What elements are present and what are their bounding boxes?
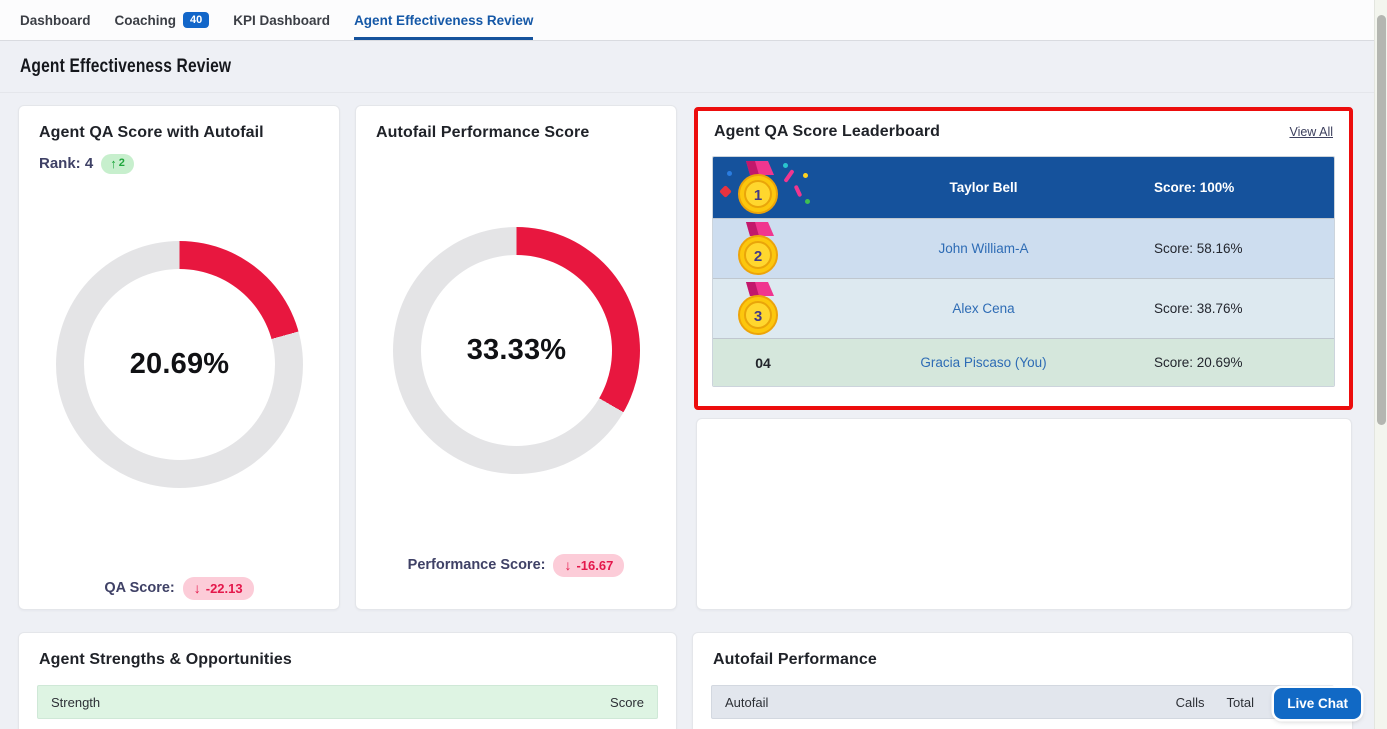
page-title: Agent Effectiveness Review [20, 55, 232, 77]
rank-value: Rank: 4 [39, 155, 94, 173]
agent-score: Score: 38.76% [1154, 301, 1243, 316]
performance-footer: Performance Score: ↓ -16.67 [356, 554, 676, 577]
svg-text:1: 1 [754, 187, 762, 204]
arrow-down-icon: ↓ [193, 580, 201, 596]
agent-name-link[interactable]: Taylor Bell [949, 180, 1018, 195]
empty-panel [696, 418, 1352, 610]
leaderboard-row-4-current-user[interactable]: 04 Gracia Piscaso (You) Score: 20.69% [713, 338, 1334, 386]
agent-score: Score: 58.16% [1154, 241, 1243, 256]
live-chat-button[interactable]: Live Chat [1274, 688, 1361, 719]
performance-donut-chart: 33.33% [393, 227, 640, 474]
tab-agent-effectiveness-review[interactable]: Agent Effectiveness Review [354, 0, 534, 40]
card-autofail-performance-score: Autofail Performance Score 33.33% Perfor… [355, 105, 677, 610]
gold-medal-2-icon: 2 [738, 221, 778, 275]
confetti-icon [793, 184, 803, 198]
card-qa-score-leaderboard: Agent QA Score Leaderboard View All [694, 107, 1353, 410]
agent-score: Score: 100% [1154, 180, 1235, 195]
tab-agent-effectiveness-review-label: Agent Effectiveness Review [354, 12, 534, 28]
performance-delta-badge: ↓ -16.67 [553, 554, 625, 577]
qa-score-donut-chart: 20.69% [56, 241, 303, 488]
rank-1-cell: 1 [713, 157, 813, 218]
confetti-icon [805, 199, 810, 204]
leaderboard-row-1[interactable]: 1 Taylor Bell Score: 100% [713, 157, 1334, 218]
confetti-icon [803, 173, 808, 178]
tab-kpi-dashboard-label: KPI Dashboard [233, 12, 331, 28]
confetti-icon [783, 163, 788, 168]
svg-text:3: 3 [754, 308, 762, 325]
autofail-table-header: Autofail Calls Total [711, 685, 1334, 719]
total-column-label: Total [1226, 694, 1254, 710]
leaderboard-table: 1 Taylor Bell Score: 100% 2 John Will [712, 156, 1335, 387]
tab-kpi-dashboard[interactable]: KPI Dashboard [233, 0, 330, 40]
agent-name-link[interactable]: Alex Cena [952, 301, 1015, 316]
qa-score-delta-value: -22.13 [205, 580, 243, 596]
page-header: Agent Effectiveness Review [0, 41, 1387, 93]
autofail-header-right: Calls Total [1176, 695, 1320, 710]
view-all-link[interactable]: View All [1289, 125, 1333, 139]
qa-score-footer: QA Score: ↓ -22.13 [19, 577, 339, 600]
card-autofail-performance: Autofail Performance Autofail Calls Tota… [692, 632, 1353, 729]
rank-3-cell: 3 [713, 279, 813, 338]
gold-medal-3-icon: 3 [738, 281, 778, 335]
tab-dashboard-label: Dashboard [20, 12, 91, 28]
confetti-icon [727, 171, 732, 176]
arrow-up-icon: ↑ [110, 156, 117, 171]
rank-change-value: 2 [118, 157, 125, 170]
calls-column-label: Calls [1175, 694, 1205, 710]
confetti-icon [719, 185, 732, 198]
perf-card-title: Autofail Performance Score [376, 124, 590, 141]
tab-dashboard[interactable]: Dashboard [20, 0, 91, 40]
qa-card-title: Agent QA Score with Autofail [39, 124, 264, 141]
score-column-label: Score [610, 694, 644, 710]
strengths-card-title: Agent Strengths & Opportunities [39, 651, 292, 668]
rank-line: Rank: 4 ↑ 2 [39, 154, 134, 174]
rank-number: 04 [755, 354, 771, 371]
card-agent-strengths: Agent Strengths & Opportunities Strength… [18, 632, 677, 729]
performance-donut-value: 33.33% [466, 334, 567, 366]
agent-score: Score: 20.69% [1154, 355, 1243, 370]
arrow-down-icon: ↓ [564, 557, 572, 573]
tab-coaching[interactable]: Coaching 40 [115, 0, 210, 40]
leaderboard-header: Agent QA Score Leaderboard View All [714, 123, 1333, 141]
autofail-card-title: Autofail Performance [713, 651, 877, 668]
rank-change-badge: ↑ 2 [101, 154, 134, 174]
page-scrollbar-track[interactable] [1374, 0, 1387, 729]
performance-delta-value: -16.67 [576, 557, 614, 573]
autofail-column-label: Autofail [725, 694, 769, 710]
svg-text:2: 2 [754, 248, 762, 265]
leaderboard-title: Agent QA Score Leaderboard [714, 123, 941, 140]
confetti-icon [783, 169, 795, 183]
strength-column-label: Strength [51, 694, 101, 710]
page-scrollbar-thumb[interactable] [1377, 15, 1386, 425]
leaderboard-row-3[interactable]: 3 Alex Cena Score: 38.76% [713, 278, 1334, 338]
gold-medal-1-icon: 1 [738, 160, 778, 214]
qa-score-footer-label: QA Score: [104, 580, 175, 597]
tab-coaching-label: Coaching [114, 12, 177, 28]
agent-name-link[interactable]: John William-A [938, 241, 1029, 256]
leaderboard-row-2[interactable]: 2 John William-A Score: 58.16% [713, 218, 1334, 278]
card-agent-qa-score: Agent QA Score with Autofail Rank: 4 ↑ 2… [18, 105, 340, 610]
coaching-count-badge: 40 [183, 11, 210, 29]
qa-score-delta-badge: ↓ -22.13 [182, 577, 254, 600]
qa-score-donut-value: 20.69% [129, 348, 230, 380]
strengths-table-header: Strength Score [37, 685, 658, 719]
rank-2-cell: 2 [713, 219, 813, 278]
agent-name-link[interactable]: Gracia Piscaso (You) [920, 355, 1047, 370]
top-nav: Dashboard Coaching 40 KPI Dashboard Agen… [0, 0, 1387, 41]
performance-footer-label: Performance Score: [407, 557, 546, 574]
